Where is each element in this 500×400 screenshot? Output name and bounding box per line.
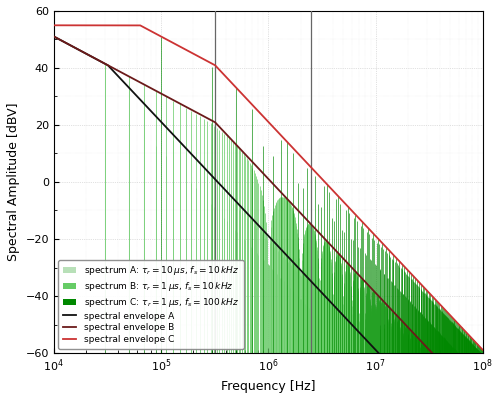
X-axis label: Frequency [Hz]: Frequency [Hz] <box>221 380 316 393</box>
Legend: spectrum A: $\tau_r = 10\,\mu s$, $f_s = 10\,kHz$, spectrum B: $\tau_r = 1\,\mu : spectrum A: $\tau_r = 10\,\mu s$, $f_s =… <box>58 260 244 348</box>
Y-axis label: Spectral Amplitude [dBV]: Spectral Amplitude [dBV] <box>7 103 20 261</box>
